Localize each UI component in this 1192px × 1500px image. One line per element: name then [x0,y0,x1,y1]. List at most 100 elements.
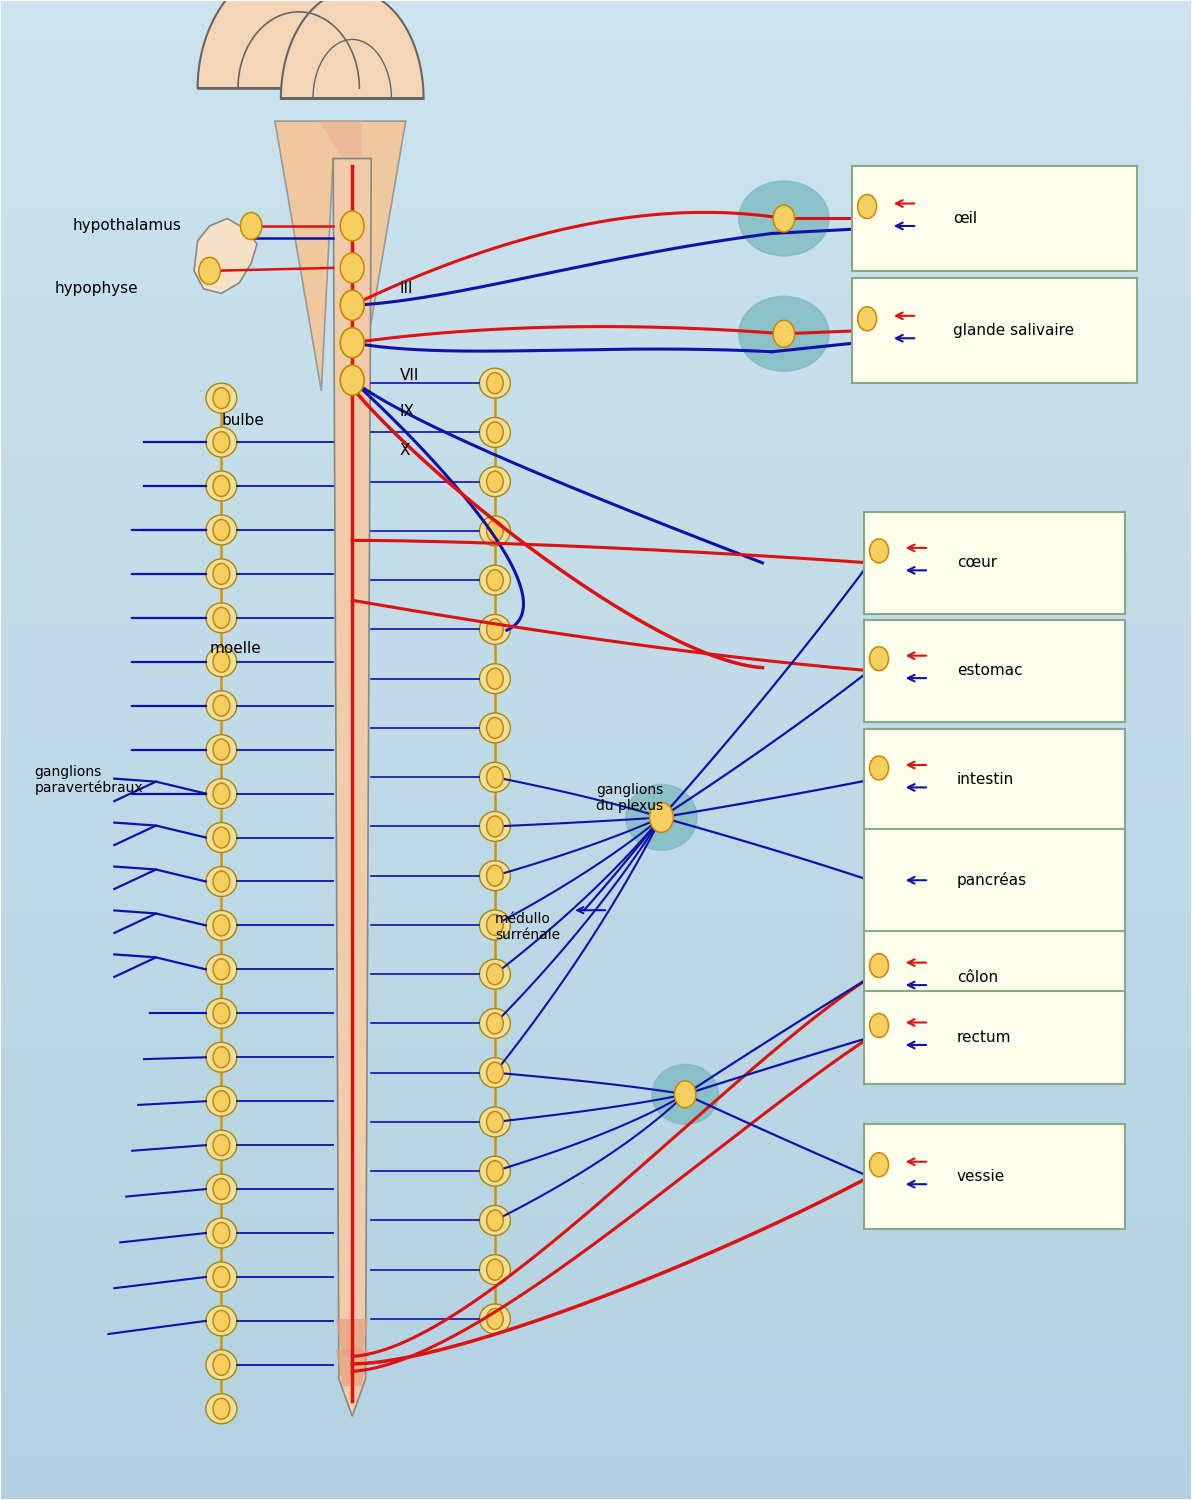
Bar [1,420,1191,430]
Bar [1,670,1191,680]
Bar [1,570,1191,580]
Bar [1,939,1191,950]
Text: III: III [399,282,414,297]
Polygon shape [319,122,361,159]
Bar [1,660,1191,670]
Bar [1,152,1191,160]
Circle shape [869,1154,888,1176]
Ellipse shape [206,867,237,897]
Bar [1,310,1191,321]
Bar [1,111,1191,122]
Text: ganglions
du plexus: ganglions du plexus [596,783,663,813]
Ellipse shape [652,1065,719,1125]
Circle shape [486,1062,503,1083]
Ellipse shape [206,1174,237,1204]
Circle shape [213,915,230,936]
Bar [1,550,1191,561]
Text: IX: IX [399,404,415,418]
FancyBboxPatch shape [863,932,1125,1024]
Bar [1,1329,1191,1340]
Bar [1,450,1191,460]
Bar [1,460,1191,471]
Ellipse shape [206,1350,237,1380]
Text: ganglions
paravertébraux: ganglions paravertébraux [35,765,143,795]
Bar [1,280,1191,291]
Bar [1,1468,1191,1479]
Ellipse shape [206,735,237,765]
FancyBboxPatch shape [863,729,1125,831]
Bar [1,720,1191,730]
Bar [1,480,1191,490]
Ellipse shape [479,368,510,398]
Bar [1,990,1191,999]
Bar [1,630,1191,640]
Circle shape [486,620,503,640]
Bar [1,1288,1191,1299]
Circle shape [213,476,230,496]
Bar [1,1070,1191,1080]
Circle shape [341,254,364,284]
Circle shape [869,1014,888,1038]
Bar [1,930,1191,939]
Ellipse shape [206,560,237,590]
Polygon shape [336,1318,368,1356]
Circle shape [213,1047,230,1068]
Circle shape [213,1004,230,1025]
Bar [1,510,1191,520]
Bar [1,2,1191,12]
Circle shape [486,1258,503,1280]
Circle shape [213,1222,230,1244]
Circle shape [486,1210,503,1231]
Bar [1,1168,1191,1179]
Bar [1,800,1191,810]
Ellipse shape [206,692,237,720]
Ellipse shape [206,999,237,1029]
Bar [1,1140,1191,1149]
FancyBboxPatch shape [863,830,1125,932]
Ellipse shape [206,1262,237,1292]
Ellipse shape [479,566,510,596]
Circle shape [486,816,503,837]
Ellipse shape [206,1086,237,1116]
Bar [1,390,1191,400]
Bar [1,859,1191,870]
Bar [1,261,1191,272]
Bar [1,171,1191,182]
Bar [1,501,1191,510]
Circle shape [774,321,795,346]
Text: estomac: estomac [957,663,1023,678]
Bar [1,1250,1191,1258]
Ellipse shape [479,663,510,693]
Bar [1,900,1191,909]
Circle shape [486,865,503,886]
Circle shape [213,1266,230,1287]
Circle shape [341,291,364,321]
Bar [1,1438,1191,1449]
Circle shape [341,291,364,321]
Bar [1,130,1191,141]
Text: cœur: cœur [957,555,997,570]
Ellipse shape [479,712,510,742]
Bar [1,880,1191,890]
Circle shape [213,1179,230,1200]
Circle shape [774,206,795,232]
Circle shape [213,958,230,980]
Ellipse shape [626,784,697,850]
Polygon shape [198,0,399,88]
Bar [1,1089,1191,1100]
Bar [1,62,1191,72]
Circle shape [213,519,230,540]
Bar [1,360,1191,370]
Ellipse shape [479,615,510,645]
Polygon shape [336,1348,368,1386]
Bar [1,441,1191,450]
Ellipse shape [479,1156,510,1186]
Bar [1,780,1191,790]
Bar [1,351,1191,360]
Text: médullo
surrénale: médullo surrénale [495,912,560,942]
Circle shape [486,372,503,393]
Polygon shape [281,0,423,99]
Bar [1,32,1191,42]
Bar [1,850,1191,859]
Circle shape [213,1134,230,1155]
